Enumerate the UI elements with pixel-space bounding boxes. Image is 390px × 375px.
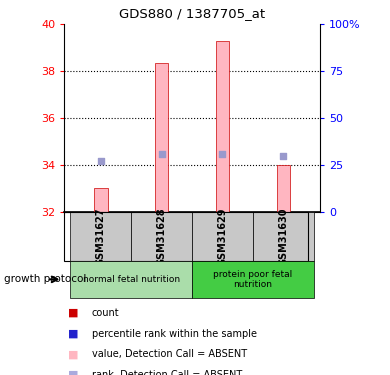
Bar: [192, 261, 314, 298]
Text: percentile rank within the sample: percentile rank within the sample: [92, 329, 257, 339]
Text: GSM31630: GSM31630: [278, 207, 288, 266]
Bar: [216, 41, 229, 212]
Text: ■: ■: [68, 308, 79, 318]
Text: normal fetal nutrition: normal fetal nutrition: [83, 275, 180, 284]
Bar: [155, 63, 168, 212]
Title: GDS880 / 1387705_at: GDS880 / 1387705_at: [119, 8, 265, 20]
Bar: [131, 212, 192, 261]
Point: [98, 159, 104, 165]
Bar: [192, 212, 253, 261]
Bar: [277, 165, 290, 212]
Text: ■: ■: [68, 350, 79, 359]
Point: [219, 152, 225, 157]
Text: rank, Detection Call = ABSENT: rank, Detection Call = ABSENT: [92, 370, 242, 375]
Bar: [71, 212, 131, 261]
Text: protein poor fetal
nutrition: protein poor fetal nutrition: [213, 270, 292, 289]
Text: growth protocol: growth protocol: [4, 274, 86, 284]
Point: [159, 152, 165, 157]
Text: GSM31628: GSM31628: [157, 207, 167, 266]
Text: ■: ■: [68, 329, 79, 339]
Point: [280, 153, 286, 159]
Text: ■: ■: [68, 370, 79, 375]
Bar: [94, 188, 108, 212]
Bar: [71, 261, 192, 298]
Text: GSM31629: GSM31629: [218, 207, 227, 266]
Text: GSM31627: GSM31627: [96, 207, 106, 266]
Text: count: count: [92, 308, 119, 318]
Bar: [253, 212, 314, 261]
Text: value, Detection Call = ABSENT: value, Detection Call = ABSENT: [92, 350, 247, 359]
